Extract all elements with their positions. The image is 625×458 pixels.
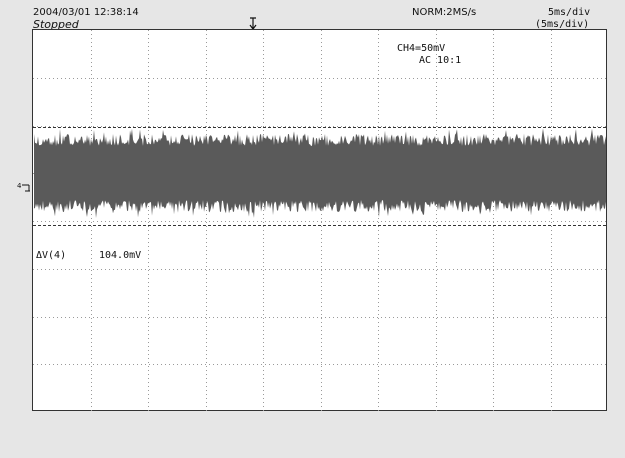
- channel-4-trace: [34, 128, 606, 218]
- delta-v-value: 104.0mV: [99, 250, 142, 261]
- graticule: [33, 30, 608, 412]
- acquisition-mode: NORM:2MS/s: [412, 7, 477, 18]
- waveform-display[interactable]: CH4=50mV AC 10:1 ΔV(4) 104.0mV: [32, 29, 608, 412]
- channel-ground-marker-icon: 4: [17, 182, 30, 192]
- acquisition-status: Stopped: [33, 18, 79, 31]
- timebase-zoom: (5ms/div): [535, 19, 590, 30]
- channel-scale: CH4=50mV: [397, 43, 446, 54]
- datetime: 2004/03/01 12:38:14: [33, 7, 139, 18]
- channel-coupling: AC 10:1: [419, 55, 462, 66]
- timebase: 5ms/div: [548, 7, 591, 18]
- delta-v-label: ΔV(4): [36, 250, 67, 261]
- ground-marker-label: 4: [17, 182, 22, 190]
